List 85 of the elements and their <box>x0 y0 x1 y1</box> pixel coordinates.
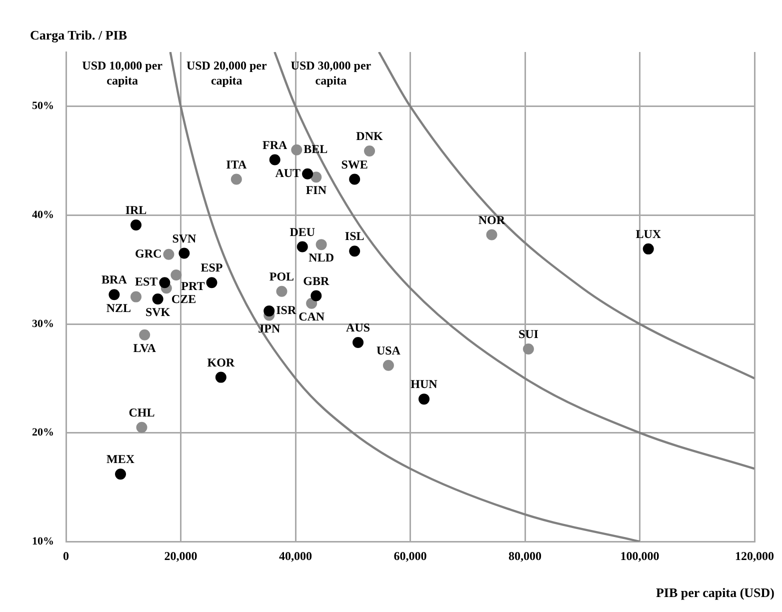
x-tick-label: 100,000 <box>620 548 660 563</box>
point <box>206 277 218 288</box>
point <box>230 174 242 185</box>
data-label: POL <box>269 269 294 284</box>
data-label: HUN <box>410 377 438 392</box>
data-label: IRL <box>125 203 147 218</box>
point <box>316 239 327 250</box>
y-tick-label: 50% <box>32 100 54 112</box>
data-label: MEX <box>106 452 135 466</box>
point <box>352 336 364 348</box>
point <box>159 277 170 288</box>
point <box>486 229 498 240</box>
point <box>291 144 302 156</box>
data-label: AUT <box>275 166 301 180</box>
data-label: SVN <box>172 231 197 246</box>
x-tick-label: 60,000 <box>394 548 427 563</box>
series-label: USD 30,000 per capita <box>290 58 372 88</box>
data-label: FIN <box>306 183 327 198</box>
x-tick-label: 80,000 <box>508 548 542 563</box>
data-label: ISL <box>344 229 364 244</box>
data-label: ESP <box>200 260 223 275</box>
data-label: NZL <box>106 300 132 315</box>
x-tick-label: 120,000 <box>735 548 774 563</box>
data-label: BRA <box>102 272 128 287</box>
point <box>296 241 308 252</box>
point <box>306 298 318 309</box>
data-label: EST <box>135 274 158 289</box>
data-label: FRA <box>262 138 288 152</box>
point <box>302 168 314 180</box>
data-label: PRT <box>181 279 205 294</box>
point <box>178 248 190 259</box>
data-label: KOR <box>207 355 235 370</box>
point <box>349 174 360 185</box>
data-label: SWE <box>341 157 368 172</box>
series-label: USD 20,000 per capita <box>186 58 268 88</box>
point <box>152 293 164 304</box>
point <box>642 243 654 254</box>
y-tick-label: 40% <box>32 209 54 222</box>
point <box>418 394 430 405</box>
y-tick-label: 10% <box>32 535 54 548</box>
point <box>310 172 322 183</box>
data-label: BEL <box>304 142 328 156</box>
data-label: CAN <box>298 309 325 324</box>
data-label: ISR <box>276 303 296 318</box>
series-label: USD 10,000 per capita <box>82 58 164 88</box>
point <box>170 270 182 281</box>
data-label: LUX <box>636 227 662 242</box>
data-label: NLD <box>308 250 334 265</box>
point <box>108 289 120 300</box>
x-tick-label: 20,000 <box>164 548 198 563</box>
point <box>136 422 148 433</box>
y-tick-label: 30% <box>32 318 54 330</box>
data-label: ITA <box>226 157 247 172</box>
point <box>349 246 360 257</box>
point <box>522 344 534 355</box>
data-label: SUI <box>518 327 539 342</box>
point <box>115 468 126 480</box>
data-label: CHL <box>128 405 155 420</box>
point <box>163 248 174 260</box>
y-axis-title: Carga Trib. / PIB <box>30 27 128 42</box>
point <box>269 154 280 166</box>
x-tick-label: 0 <box>63 548 69 563</box>
data-label: GRC <box>135 246 162 260</box>
data-label: USA <box>376 343 401 358</box>
point <box>310 290 322 302</box>
data-label: JPN <box>258 321 280 336</box>
data-label: AUS <box>346 320 370 335</box>
point <box>130 291 142 302</box>
x-axis-title: PIB per capita (USD) <box>656 584 774 600</box>
data-label: DNK <box>356 129 384 144</box>
data-label: LVA <box>133 340 156 355</box>
data-label: GBR <box>303 274 330 288</box>
x-tick-label: 40,000 <box>279 548 312 563</box>
point <box>264 305 275 316</box>
point <box>364 146 376 157</box>
data-label: SVK <box>145 305 171 320</box>
point <box>215 372 226 383</box>
data-label: DEU <box>290 224 316 239</box>
point <box>130 219 142 230</box>
point <box>276 286 288 297</box>
point <box>139 329 150 340</box>
data-label: CZE <box>171 292 196 306</box>
y-tick-label: 20% <box>32 426 54 439</box>
point <box>382 360 394 371</box>
data-label: NOR <box>478 212 506 227</box>
